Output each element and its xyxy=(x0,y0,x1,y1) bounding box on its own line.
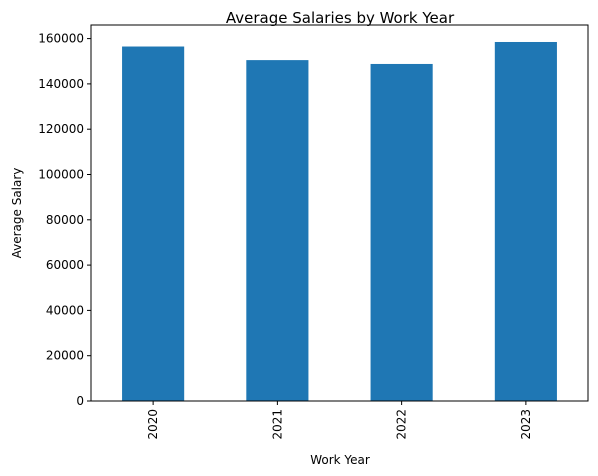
y-tick-label-40000: 40000 xyxy=(46,303,84,317)
plot-frame xyxy=(90,24,589,402)
y-axis-label: Average Salary xyxy=(10,168,24,259)
x-tick-label-2022: 2022 xyxy=(395,409,409,440)
x-axis-label: Work Year xyxy=(310,453,370,467)
x-axis: 2020 2021 2022 2023 xyxy=(146,401,533,440)
x-tick-label-2020: 2020 xyxy=(146,409,160,440)
y-tick-label-0: 0 xyxy=(76,394,84,408)
y-tick-label-140000: 140000 xyxy=(38,77,84,91)
y-tick-label-20000: 20000 xyxy=(46,349,84,363)
x-tick-label-2021: 2021 xyxy=(270,409,284,440)
y-tick-label-60000: 60000 xyxy=(46,258,84,272)
y-tick-label-120000: 120000 xyxy=(38,122,84,136)
y-tick-label-100000: 100000 xyxy=(38,167,84,181)
bar-2021 xyxy=(246,60,309,402)
y-tick-label-160000: 160000 xyxy=(38,32,84,46)
chart-title: Average Salaries by Work Year xyxy=(226,9,455,27)
bar-2022 xyxy=(370,63,433,401)
x-tick-label-2023: 2023 xyxy=(519,409,533,440)
bars-group xyxy=(122,41,557,402)
y-axis: 0 20000 40000 60000 80000 100000 120000 140000 1… xyxy=(38,32,91,408)
bar-2023 xyxy=(494,41,557,402)
y-tick-label-80000: 80000 xyxy=(46,213,84,227)
bar-2020 xyxy=(122,46,185,402)
